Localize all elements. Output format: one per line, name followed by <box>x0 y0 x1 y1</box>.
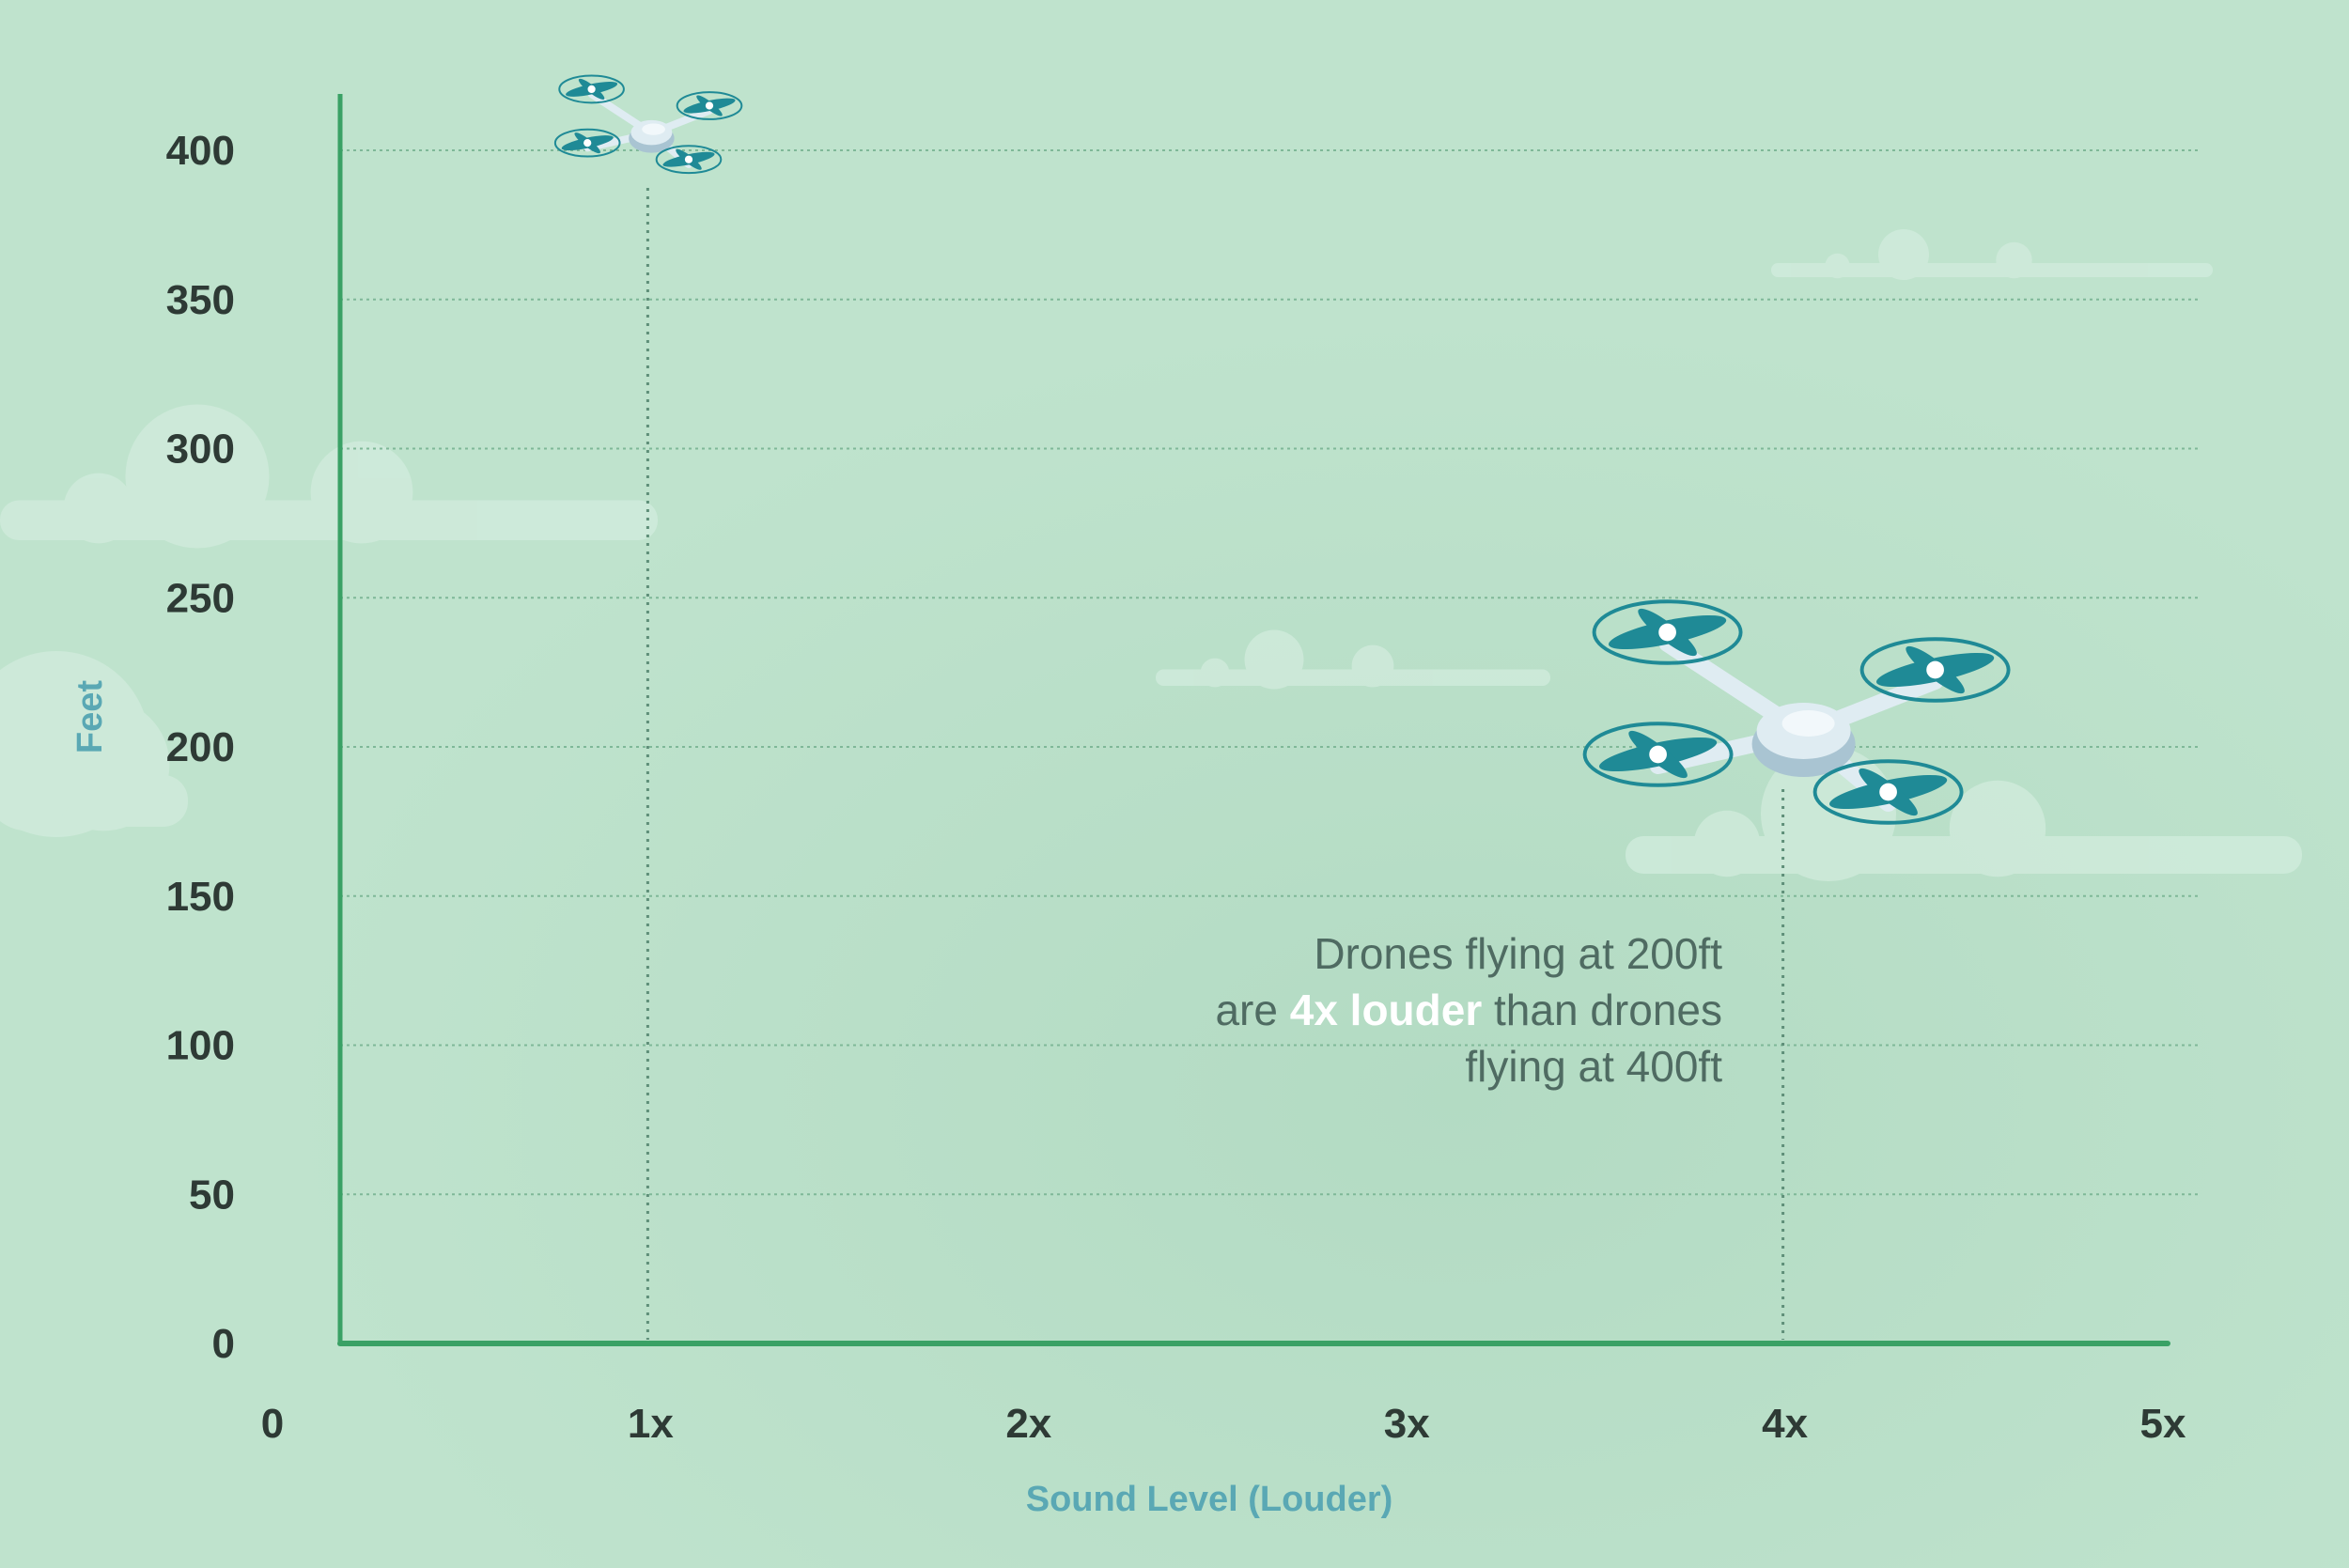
annotation-line-2-prefix: are <box>1215 986 1290 1034</box>
rotor-icon <box>553 128 621 158</box>
drone-top <box>642 123 665 135</box>
rotor-ring <box>1812 759 1964 825</box>
drone-large-icon <box>1582 599 2011 825</box>
rotor-icon <box>1812 759 1964 825</box>
rotor-ring <box>553 128 621 158</box>
y-tick-label-350: 350 <box>166 277 235 323</box>
y-tick-label-200: 200 <box>166 724 235 770</box>
x-tick-label-4x: 4x <box>1762 1401 1808 1447</box>
x-tick-label-2x: 2x <box>1005 1401 1051 1447</box>
cloud-3 <box>1156 629 1550 690</box>
drone-small-icon <box>553 74 743 175</box>
rotor-icon <box>558 74 625 104</box>
rotor-icon <box>1592 599 1743 665</box>
x-tick-label-0: 0 <box>261 1401 284 1447</box>
cloud-puff <box>1693 810 1761 877</box>
rotor-icon <box>1859 637 2011 703</box>
rotor-hub <box>684 155 693 163</box>
cloud-puff <box>1244 629 1304 690</box>
cloud-puff <box>1825 253 1850 279</box>
background-clouds <box>0 229 2302 881</box>
x-axis-title: Sound Level (Louder) <box>1026 1480 1393 1519</box>
x-tick-label-5x: 5x <box>2140 1401 2186 1447</box>
cloud-puff <box>1878 229 1929 280</box>
y-tick-label-50: 50 <box>189 1172 235 1218</box>
y-tick-label-0: 0 <box>212 1321 235 1367</box>
y-tick-label-150: 150 <box>166 874 235 920</box>
y-axis-title: Feet <box>70 680 110 753</box>
cloud-puff <box>310 441 413 544</box>
y-tick-label-100: 100 <box>166 1023 235 1069</box>
x-tick-label-3x: 3x <box>1384 1401 1430 1447</box>
y-tick-label-300: 300 <box>166 427 235 473</box>
cloud-4 <box>1626 746 2302 881</box>
cloud-puff <box>1351 644 1394 688</box>
cloud-5 <box>0 651 188 837</box>
rotor-hub <box>1649 745 1667 764</box>
cloud-puff <box>1200 658 1230 688</box>
y-tick-labels: 0 50 100 150 200 250 300 350 400 <box>166 128 235 1367</box>
cloud-1 <box>0 404 658 549</box>
rotor-icon <box>676 91 743 120</box>
rotor-ring <box>558 74 625 104</box>
drone-guide-lines <box>646 188 1785 1340</box>
rotor-hub <box>1926 660 1944 679</box>
annotation-emphasis: 4x louder <box>1289 986 1483 1034</box>
x-tick-labels: 0 1x 2x 3x 4x 5x <box>261 1401 2186 1447</box>
cloud-puff <box>0 739 74 831</box>
cloud-puff <box>125 404 270 549</box>
rotor-hub <box>1658 623 1676 642</box>
drone-top <box>1781 710 1835 737</box>
annotation-line-1: Drones flying at 200ft <box>1314 929 1722 978</box>
rotor-ring <box>1582 722 1734 787</box>
rotor-hub <box>1879 783 1897 801</box>
cloud-puff <box>1949 780 2046 877</box>
rotor-hub <box>583 139 592 147</box>
rotor-hub <box>587 85 596 94</box>
annotation-line-3: flying at 400ft <box>1465 1042 1722 1091</box>
y-tick-label-400: 400 <box>166 128 235 174</box>
rotor-icon <box>655 145 723 175</box>
rotor-ring <box>676 91 743 120</box>
rotor-ring <box>1592 599 1743 665</box>
x-tick-label-1x: 1x <box>628 1401 674 1447</box>
rotor-ring <box>1859 637 2011 703</box>
y-tick-label-250: 250 <box>166 575 235 621</box>
data-points <box>553 74 2011 825</box>
cloud-2 <box>1771 229 2213 280</box>
rotor-hub <box>705 101 714 110</box>
rotor-ring <box>655 145 723 175</box>
annotation-line-2: are 4x louder than drones <box>1046 982 1722 1038</box>
rotor-icon <box>1582 722 1734 787</box>
annotation-callout: Drones flying at 200ft are 4x louder tha… <box>1046 925 1722 1094</box>
cloud-puff <box>1996 241 2032 279</box>
cloud-puff <box>63 473 134 544</box>
y-gridlines <box>340 149 2201 1196</box>
annotation-line-2-suffix: than drones <box>1482 986 1722 1034</box>
